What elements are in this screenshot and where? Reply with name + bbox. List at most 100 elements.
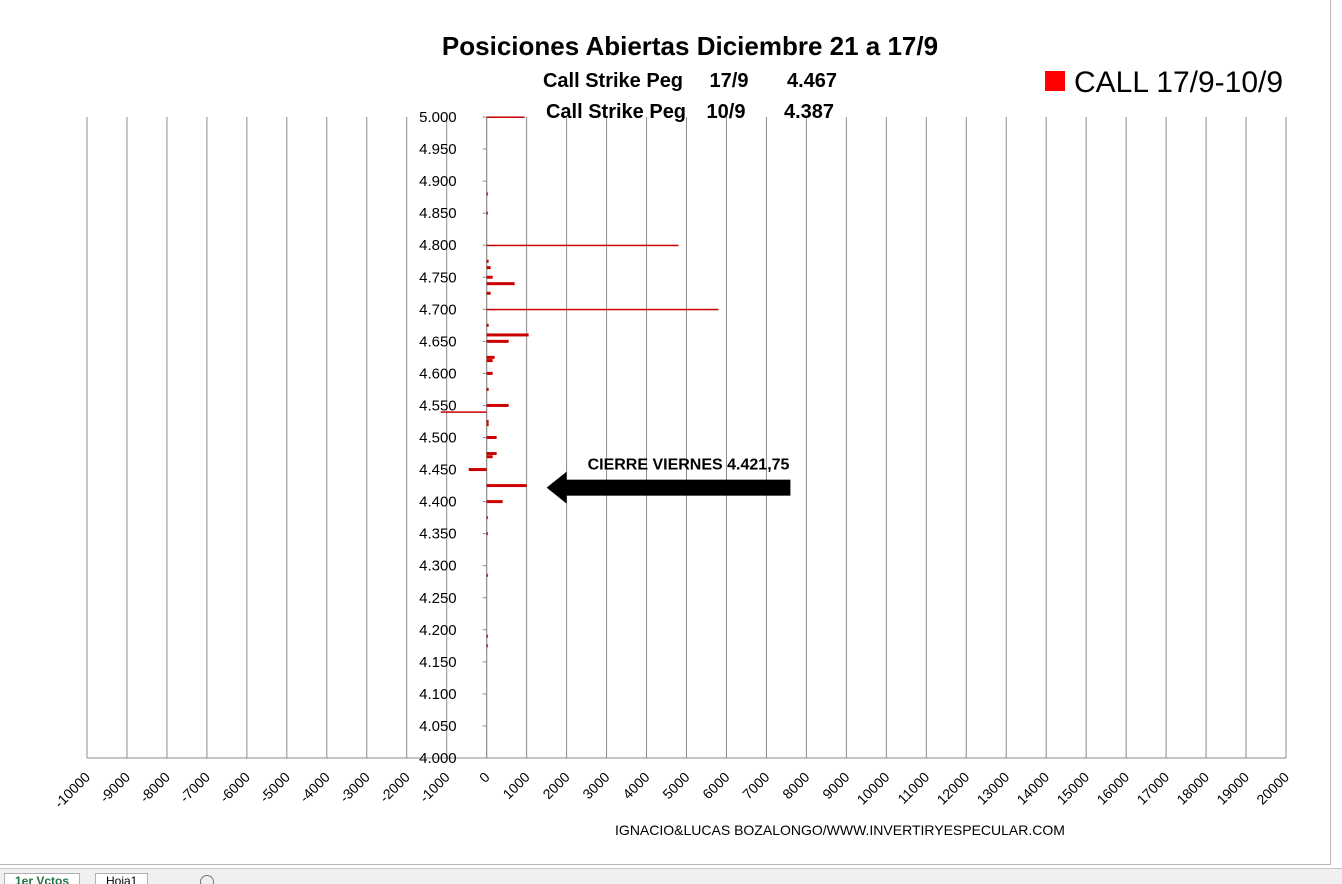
bar: [486, 387, 489, 391]
subtitle-line-2: Call Strike Peg 10/9 4.387: [546, 101, 834, 123]
bar: [486, 484, 527, 488]
annotation-arrow-head: [546, 471, 567, 504]
bar: [486, 500, 503, 504]
x-tick-label: 10000: [854, 769, 893, 808]
subtitle-2-label: Call Strike Peg: [546, 101, 686, 123]
grid-layer: [86, 116, 1287, 759]
y-tick-label: 4.800: [419, 237, 457, 254]
bar: [486, 371, 493, 375]
bar: [486, 403, 509, 407]
x-tick-label: 6000: [699, 769, 732, 802]
x-tick-label: 16000: [1093, 769, 1132, 808]
subtitle-2-value: 4.387: [784, 101, 834, 123]
y-tick-label: 4.050: [419, 718, 457, 735]
x-tick-label: 14000: [1013, 769, 1052, 808]
x-tick-label: 20000: [1253, 769, 1292, 808]
bar: [486, 573, 488, 577]
y-tick-label: 4.400: [419, 494, 457, 511]
bar: [486, 308, 719, 311]
legend: CALL 17/9-10/9: [1045, 66, 1283, 99]
chart-svg: 4.000 4.050 4.100 4.150 4.200 4.250 4.300 4.350…: [51, 31, 1292, 838]
bar: [468, 468, 487, 472]
x-tick-label: 1000: [499, 769, 532, 802]
y-axis-ticks: 4.000 4.050 4.100 4.150 4.200 4.250 4.300 4.350…: [419, 109, 457, 767]
y-tick-label: 4.350: [419, 526, 457, 543]
x-tick-label: 9000: [819, 769, 852, 802]
y-tick-label: 4.200: [419, 622, 457, 639]
x-tick-label: -7000: [176, 769, 213, 806]
subtitle-1-value: 4.467: [787, 70, 837, 92]
y-tick-label: 4.100: [419, 686, 457, 703]
bar: [486, 452, 497, 456]
legend-label: CALL 17/9-10/9: [1074, 66, 1283, 99]
x-tick-label: 12000: [934, 769, 973, 808]
x-axis-ticks: -10000 -9000 -8000 -7000 -6000 -5000 -4000 -300…: [51, 769, 1292, 811]
bar-layer: [440, 116, 719, 648]
annotation-arrow-shaft: [564, 479, 791, 496]
bar: [486, 355, 495, 359]
bar: [486, 339, 509, 343]
x-tick-label: -1000: [416, 769, 453, 806]
sheet-tab-active[interactable]: 1er Vctos: [4, 873, 81, 884]
add-sheet-icon[interactable]: [200, 875, 214, 884]
y-tick-label: 4.300: [419, 558, 457, 575]
x-tick-label: -3000: [336, 769, 373, 806]
bar: [486, 282, 515, 286]
y-tick-label: 4.850: [419, 205, 457, 222]
bar: [486, 423, 489, 427]
y-tick-label: 4.150: [419, 654, 457, 671]
bar: [486, 211, 488, 215]
x-tick-label: 2000: [539, 769, 572, 802]
bar: [486, 266, 491, 270]
x-tick-label: 7000: [739, 769, 772, 802]
bar: [486, 516, 488, 520]
y-tick-label: 4.900: [419, 173, 457, 190]
annotation-label: CIERRE VIERNES 4.421,75: [588, 457, 790, 474]
subtitle-1-date: 17/9: [710, 70, 749, 92]
bar: [486, 532, 488, 536]
bar: [486, 192, 488, 196]
bar: [486, 455, 493, 459]
x-tick-label: -4000: [296, 769, 333, 806]
x-tick-label: -9000: [96, 769, 133, 806]
bar: [486, 634, 488, 638]
footer-credit: IGNACIO&LUCAS BOZALONGO/WWW.INVERTIRYESP…: [615, 822, 1065, 838]
y-tick-label: 5.000: [419, 109, 457, 126]
subtitle-2-date: 10/9: [707, 101, 746, 123]
bar: [486, 419, 489, 423]
x-tick-label: 3000: [579, 769, 612, 802]
sheet-tab-bar: 1er Vctos Hoja1: [0, 868, 1342, 884]
x-tick-label: 5000: [659, 769, 692, 802]
y-tick-label: 4.250: [419, 590, 457, 607]
y-tick-label: 4.550: [419, 397, 457, 414]
y-tick-label: 4.000: [419, 750, 457, 767]
bar: [486, 359, 493, 363]
y-tick-label: 4.750: [419, 269, 457, 286]
bar: [486, 275, 493, 279]
bar: [486, 116, 525, 118]
annotation-layer: CIERRE VIERNES 4.421,75: [546, 457, 791, 504]
x-tick-label: -2000: [376, 769, 413, 806]
x-tick-label: 19000: [1213, 769, 1252, 808]
bar: [486, 436, 497, 439]
bar: [486, 259, 489, 263]
x-tick-label: -6000: [216, 769, 253, 806]
x-tick-label: -10000: [51, 769, 93, 811]
y-tick-label: 4.500: [419, 430, 457, 447]
x-tick-label: 4000: [619, 769, 652, 802]
x-tick-label: 13000: [974, 769, 1013, 808]
bar: [486, 244, 679, 247]
y-tick-label: 4.600: [419, 365, 457, 382]
x-tick-label: 8000: [779, 769, 812, 802]
bar: [486, 644, 488, 648]
x-tick-label: 18000: [1173, 769, 1212, 808]
subtitle-1-label: Call Strike Peg: [543, 70, 683, 92]
y-tick-label: 4.700: [419, 301, 457, 318]
sheet-tab-hoja1[interactable]: Hoja1: [95, 873, 149, 884]
x-tick-label: 0: [476, 769, 493, 786]
y-tick-label: 4.650: [419, 333, 457, 350]
x-tick-label: 15000: [1053, 769, 1092, 808]
bar: [440, 411, 487, 413]
y-tick-label: 4.950: [419, 141, 457, 158]
x-tick-label: 17000: [1133, 769, 1172, 808]
